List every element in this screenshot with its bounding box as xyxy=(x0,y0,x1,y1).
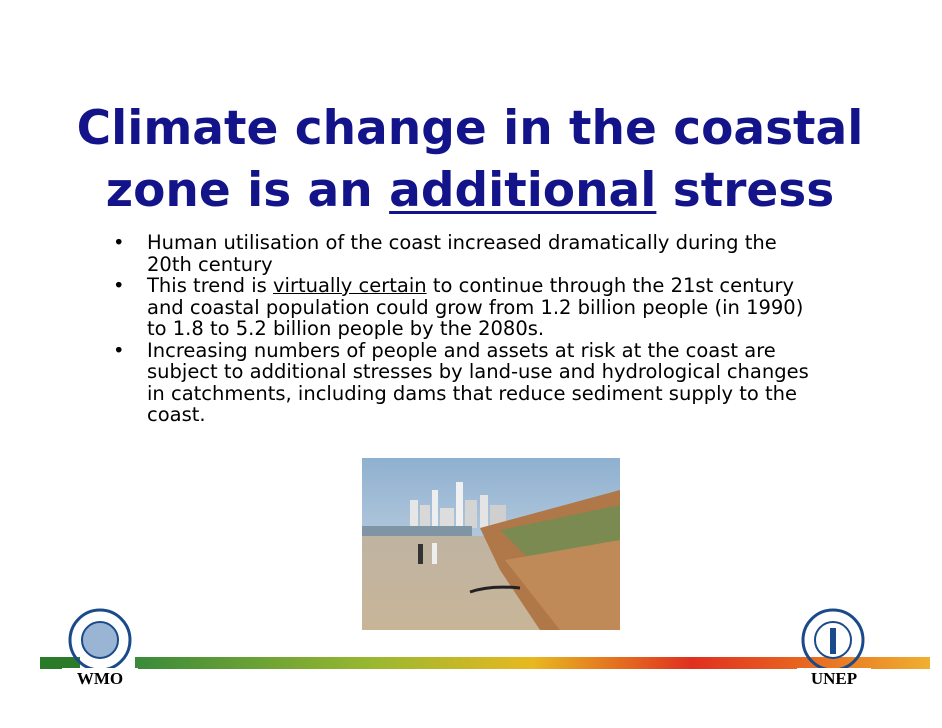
title-line: Climate change in the coastal xyxy=(76,101,864,156)
bullet: This trend is virtually certain to conti… xyxy=(113,275,813,340)
bullet: Human utilisation of the coast increased… xyxy=(113,232,813,275)
logo-label: WMO xyxy=(77,669,123,688)
color-band xyxy=(40,657,80,669)
bullet-text: Increasing numbers of people and assets … xyxy=(147,338,809,426)
bullet-list: Human utilisation of the coast increased… xyxy=(113,232,813,426)
logo-label: UNEP xyxy=(811,669,857,688)
bullet: Increasing numbers of people and assets … xyxy=(113,338,813,426)
wmo-logo: WMO xyxy=(62,608,138,692)
beach-photo xyxy=(362,458,620,630)
slide-title: Climate change in the coastal zone is an… xyxy=(60,98,880,222)
bullet-text: Human utilisation of the coast increased… xyxy=(147,231,777,276)
bullet-text: This trend is xyxy=(147,274,267,297)
unep-logo: UNEP xyxy=(797,608,871,692)
title-text: stress xyxy=(672,163,835,218)
title-emphasis: additional xyxy=(389,163,657,218)
bullet-text: to continue through the 21st century and… xyxy=(147,274,804,340)
title-text: zone is an xyxy=(105,163,373,218)
color-band xyxy=(135,657,930,669)
bullet-emphasis: virtually certain xyxy=(273,274,427,297)
